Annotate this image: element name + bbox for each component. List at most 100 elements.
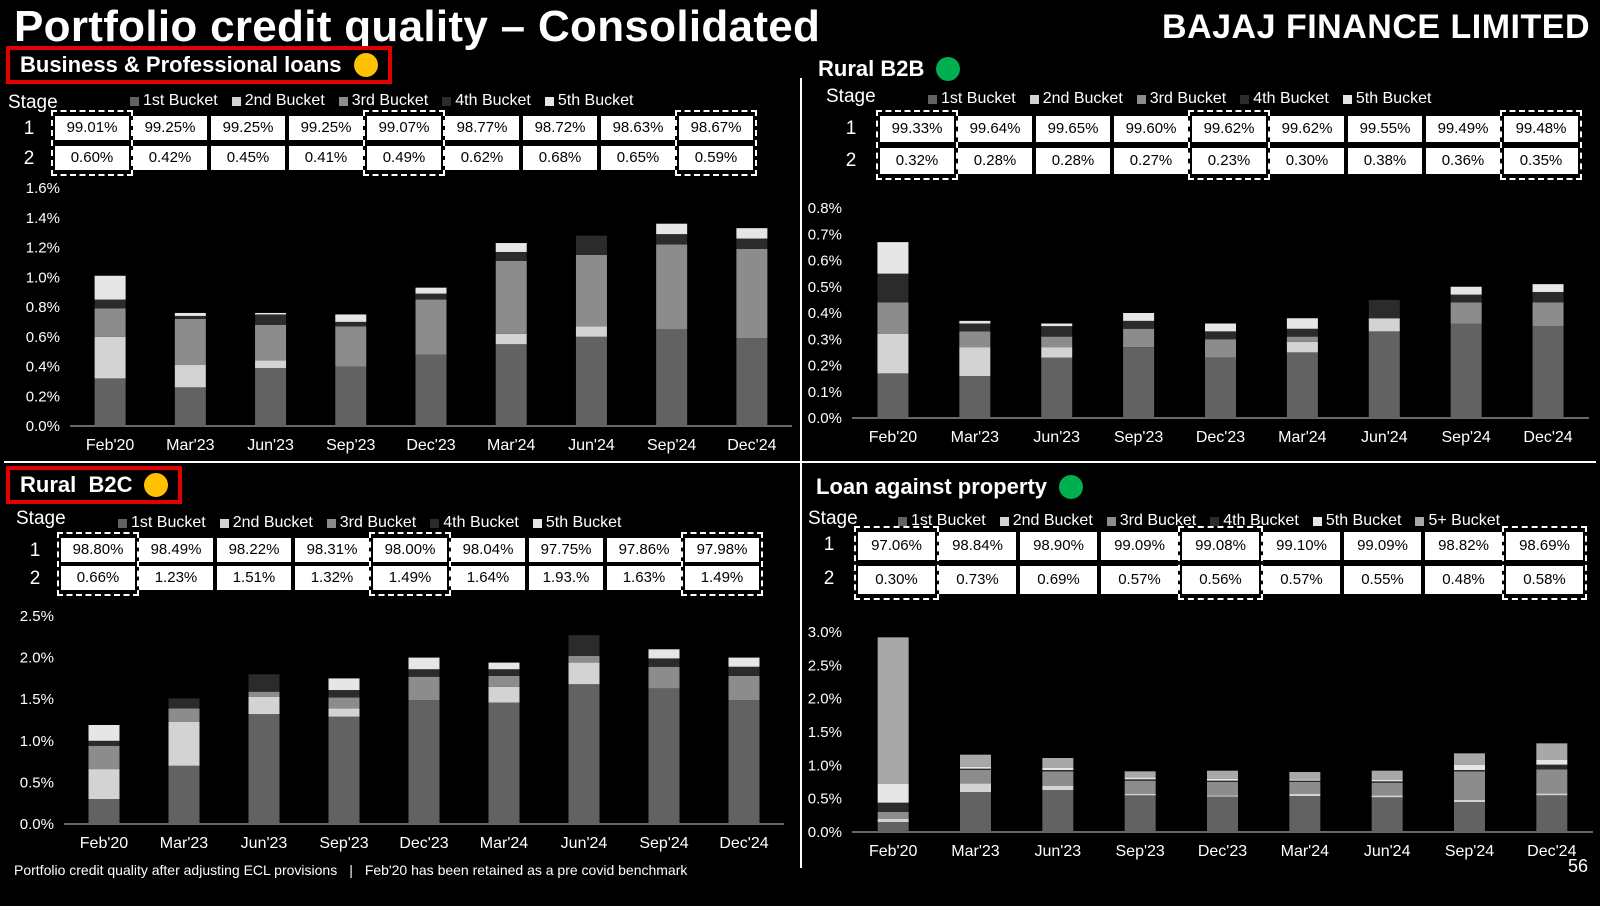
- stage-1-cell: 98.49%: [139, 538, 213, 562]
- stage-2-cell: 0.36%: [1426, 148, 1500, 174]
- bar-segment-5th-bucket: [1123, 313, 1155, 321]
- legend-item-4th-bucket: 4th Bucket: [442, 92, 531, 110]
- x-tick-label: Feb'20: [86, 437, 135, 454]
- bpl-highlight-box: [51, 110, 133, 176]
- bar-segment-5th-bucket: [415, 287, 447, 294]
- bar-segment-5th-bucket: [877, 784, 909, 803]
- bar-segment-1st-bucket: [1450, 323, 1482, 418]
- bar-segment-4th-bucket: [736, 238, 768, 249]
- stage-2-cell: 0.60%: [55, 146, 129, 170]
- stage-2-label: 2: [29, 568, 41, 589]
- lap-chart: 0.0% 0.5% 1.0% 1.5% 2.0% 2.5% 3.0% Feb'20 Mar'23…: [808, 624, 1593, 860]
- stage-2-label: 2: [23, 148, 35, 169]
- y-tick-label: 0.5%: [808, 791, 842, 808]
- x-tick-label: Dec'24: [719, 835, 768, 852]
- legend-item-5th-bucket: 5th Bucket: [1342, 90, 1431, 108]
- bar-segment-2nd-bucket: [1289, 794, 1321, 796]
- x-tick-label: Sep'24: [647, 437, 696, 454]
- legend-item-3rd-bucket: 3rd Bucket: [1136, 90, 1226, 108]
- y-tick-label: 1.0%: [20, 733, 54, 750]
- x-tick-label: Mar'23: [166, 437, 215, 454]
- bar-segment-4th-bucket: [568, 635, 600, 656]
- stage-1-cell: 98.80%: [61, 538, 135, 562]
- bar-segment-5th-bucket: [1450, 286, 1482, 295]
- bar-segment-1st-bucket: [1371, 797, 1403, 832]
- bar-segment-4th-bucket: [877, 273, 909, 303]
- stage-2-cell: 0.58%: [1506, 566, 1583, 594]
- stage-2-cell: 0.30%: [858, 566, 935, 594]
- bpl-chart: 0.0% 0.2% 0.4% 0.6% 0.8% 1.0% 1.2% 1.4% 1.6% Feb'…: [26, 180, 792, 454]
- bar-segment-1st-bucket: [728, 700, 760, 824]
- bar-segment-2nd-bucket: [877, 818, 909, 822]
- legend-label: 3rd Bucket: [1119, 512, 1197, 529]
- x-tick-label: Feb'20: [80, 835, 129, 852]
- legend-swatch: [1240, 94, 1250, 104]
- lap-panel-title: Loan against property: [816, 474, 1084, 500]
- legend-swatch: [1136, 94, 1146, 104]
- b2c-stage-header: Stage: [16, 508, 66, 529]
- stage-2-cell: 1.49%: [373, 566, 447, 590]
- bar-segment-4th-bucket: [1286, 328, 1318, 337]
- bar-segment-3rd-bucket: [1207, 782, 1238, 796]
- legend-label: 4th Bucket: [443, 514, 519, 531]
- x-tick-label: Mar'23: [160, 835, 209, 852]
- stage-1-cell: 98.72%: [523, 116, 597, 140]
- y-tick-label: 0.8%: [26, 299, 60, 316]
- stage-2-cell: 0.57%: [1101, 566, 1178, 594]
- b2b-status-green-dot-icon: [936, 57, 961, 81]
- legend-label: 5th Bucket: [557, 92, 634, 109]
- legend-swatch: [219, 518, 229, 528]
- legend-swatch: [544, 96, 554, 106]
- x-tick-label: Jun'23: [1035, 843, 1082, 860]
- bar-segment-1st-bucket: [575, 336, 607, 426]
- stage-1-cell: 99.33%: [880, 116, 954, 142]
- bar-segment-3rd-bucket: [1205, 339, 1236, 358]
- bar-segment-2nd-bucket: [488, 686, 520, 703]
- b2c-chart: 0.0% 0.5% 1.0% 1.5% 2.0% 2.5% Feb'20 Mar'23 Jun'…: [20, 608, 784, 852]
- bar-segment-3rd-bucket: [1289, 782, 1321, 794]
- y-tick-label: 1.0%: [808, 757, 842, 774]
- bar-segment-5th-bucket: [877, 242, 909, 274]
- bar-segment-4th-bucket: [174, 315, 206, 319]
- footer-right-note: Feb'20 has been retained as a pre covid …: [364, 862, 688, 878]
- bar-segment-1st-bucket: [960, 792, 991, 832]
- x-tick-label: Mar'24: [1281, 843, 1330, 860]
- legend-swatch: [1415, 516, 1425, 526]
- bpl-stage-header: Stage: [8, 92, 58, 113]
- stage-2-cell: 0.62%: [445, 146, 519, 170]
- x-tick-label: Jun'24: [568, 437, 615, 454]
- y-tick-label: 0.0%: [808, 824, 842, 841]
- lap-title-text: Loan against property: [816, 474, 1048, 499]
- bar-segment-3rd-bucket: [1371, 782, 1403, 796]
- x-tick-label: Dec'24: [1527, 843, 1576, 860]
- bar-segment-5th-bucket: [1041, 323, 1073, 327]
- y-tick-label: 0.1%: [808, 384, 842, 401]
- stage-2-cell: 0.59%: [679, 146, 753, 170]
- x-tick-label: Sep'23: [1116, 843, 1165, 860]
- stage-1-cell: 98.67%: [679, 116, 753, 140]
- bar-segment-1st-bucket: [255, 367, 287, 426]
- x-tick-label: Sep'23: [326, 437, 375, 454]
- bar-segment-1st-bucket: [1041, 357, 1073, 418]
- bar-segment-3rd-bucket: [1042, 771, 1074, 786]
- legend-item-4th-bucket: 4th Bucket: [1210, 512, 1299, 530]
- bar-segment-3rd-bucket: [728, 675, 760, 701]
- legend-item-2nd-bucket: 2nd Bucket: [219, 514, 313, 532]
- bar-segment-2nd-bucket: [255, 360, 287, 368]
- bar-segment-4th-bucket: [656, 234, 688, 245]
- bar-segment-5th-bucket: [1371, 780, 1403, 782]
- legend-label: 1st Bucket: [911, 512, 986, 529]
- stage-2-cell: 0.48%: [1425, 566, 1502, 594]
- bar-segment-1st-bucket: [1205, 357, 1236, 418]
- stage-1-cell: 99.62%: [1270, 116, 1344, 142]
- bar-segment-1st-bucket: [959, 376, 991, 418]
- bar-segment-3rd-bucket: [877, 812, 909, 819]
- y-tick-label: 0.2%: [26, 388, 60, 405]
- x-tick-label: Feb'20: [869, 429, 918, 446]
- bar-segment-4th-bucket: [648, 658, 680, 667]
- bar-segment-1st-bucket: [1454, 802, 1485, 832]
- bar-segment-2nd-bucket: [568, 662, 600, 685]
- bar-segment-5th-bucket: [94, 275, 126, 300]
- bar-segment-3rd-bucket: [960, 770, 991, 784]
- stage-1-cell: 99.65%: [1036, 116, 1110, 142]
